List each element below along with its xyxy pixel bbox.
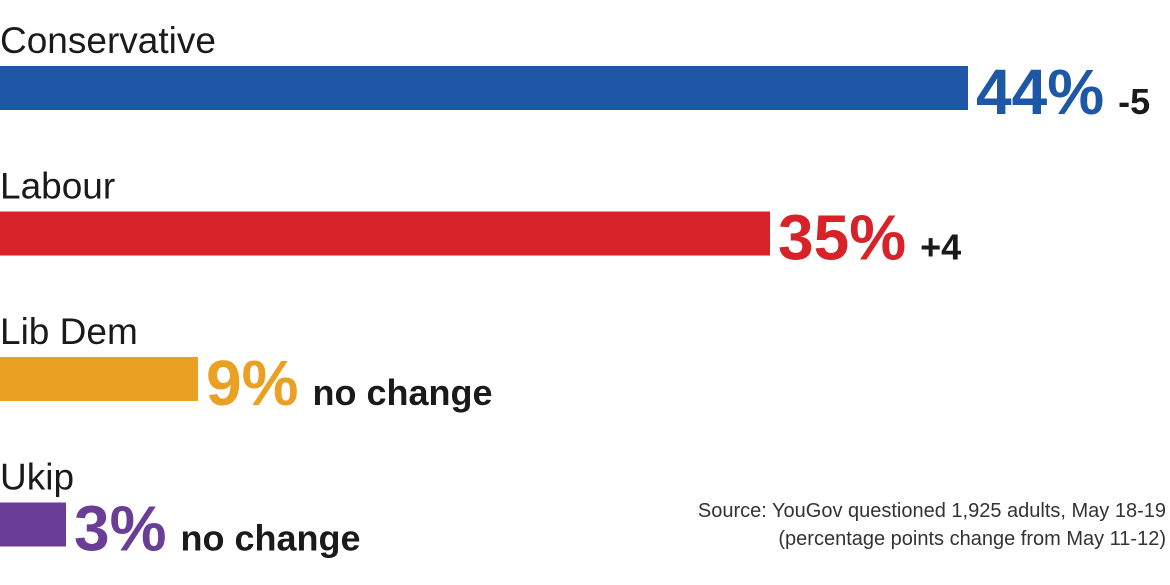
party-label-ukip: Ukip (0, 457, 74, 498)
bar-conservative (0, 66, 968, 110)
bar-lib-dem (0, 357, 198, 401)
party-label-lib-dem: Lib Dem (0, 311, 138, 352)
source-note: Source: YouGov questioned 1,925 adults, … (646, 497, 1166, 553)
change-label-labour: +4 (920, 227, 961, 268)
source-line-2: (percentage points change from May 11-12… (778, 528, 1166, 550)
source-line-1: Source: YouGov questioned 1,925 adults, … (697, 500, 1166, 522)
change-label-conservative: -5 (1118, 81, 1150, 122)
value-label-labour: 35% (778, 202, 906, 274)
party-label-labour: Labour (0, 166, 115, 207)
party-label-conservative: Conservative (0, 20, 216, 61)
value-label-ukip: 3% (74, 493, 167, 565)
change-label-ukip: no change (181, 518, 361, 559)
bar-labour (0, 211, 770, 256)
value-label-lib-dem: 9% (206, 347, 299, 419)
value-label-conservative: 44% (976, 56, 1104, 128)
bar-ukip (0, 502, 66, 547)
change-label-lib-dem: no change (313, 372, 493, 413)
